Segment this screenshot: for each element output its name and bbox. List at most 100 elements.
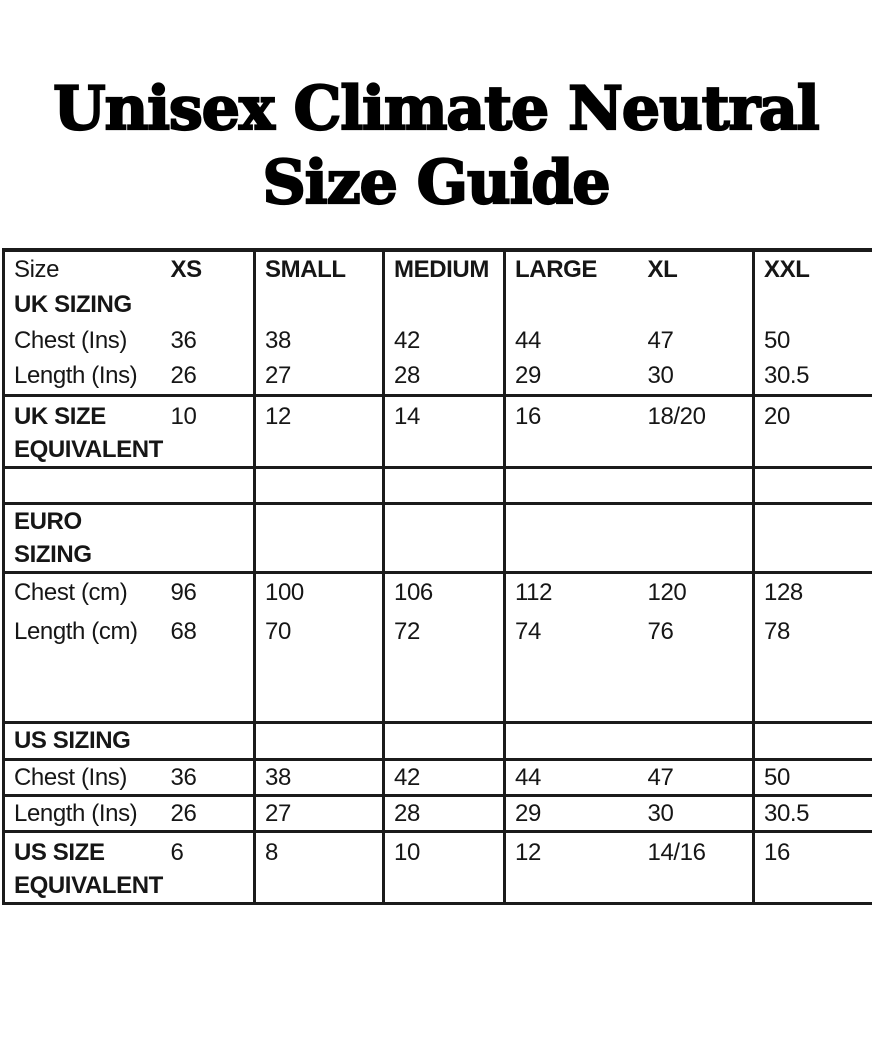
value-cell: 29 [504, 795, 639, 833]
empty-cell [638, 467, 755, 505]
uk-section-label: UK SIZING [14, 290, 132, 318]
value-cell: 27 [254, 358, 385, 397]
us-sizing-row: US SIZING [3, 722, 872, 761]
value-cell: 47 [638, 322, 755, 358]
value-cell: 74 [515, 617, 541, 645]
value-cell: 30.5 [753, 795, 872, 833]
empty-cell [638, 722, 755, 761]
col-header-large: LARGE [515, 255, 598, 283]
empty-cell [504, 650, 639, 724]
value-cell: 27 [254, 795, 385, 833]
value-cell: 6 [161, 831, 256, 903]
value-cell: 29 [504, 358, 639, 397]
value-cell: 30 [638, 795, 755, 833]
us-length-row: Length (Ins) 26 27 28 29 30 30.5 [3, 795, 872, 833]
value-cell: 12 [515, 838, 541, 866]
euro-chest-row: Chest (cm) 96 100 106 112 120 128 [4, 572, 872, 612]
empty-cell [383, 286, 506, 322]
uk-equivalent-label: UK SIZE EQUIVALENT [3, 395, 163, 469]
empty-cell [638, 503, 755, 574]
value-cell: 50 [753, 759, 872, 797]
us-length-label: Length (Ins) [3, 795, 162, 833]
value-cell: 38 [254, 759, 385, 797]
value-cell: 72 [383, 612, 506, 650]
value-cell: 28 [383, 358, 506, 397]
empty-cell [753, 650, 872, 724]
value-cell: 30 [638, 358, 755, 397]
empty-cell [161, 650, 256, 724]
empty-cell [638, 286, 755, 322]
empty-cell [254, 650, 385, 724]
empty-cell [383, 650, 506, 724]
empty-cell [504, 503, 639, 574]
value-cell: 70 [254, 612, 385, 650]
value-cell: 18/20 [638, 395, 755, 469]
empty-cell [383, 503, 506, 574]
euro-sizing-row: EURO SIZING [3, 503, 872, 574]
empty-cell [161, 722, 256, 761]
value-cell: 76 [638, 612, 755, 650]
empty-cell [3, 467, 162, 505]
value-cell: 36 [161, 322, 256, 358]
spacer-row [3, 467, 872, 505]
col-header-xl: XL [638, 250, 755, 286]
empty-cell [754, 286, 872, 322]
uk-chest-row: Chest (Ins) 36 38 42 44 47 50 [4, 322, 872, 358]
value-cell: 38 [254, 322, 385, 358]
uk-equivalent-row: UK SIZE EQUIVALENT 10 12 14 16 18/20 20 [3, 395, 872, 469]
value-cell: 16 [504, 395, 639, 469]
value-cell: 112 [515, 579, 553, 607]
value-cell: 96 [161, 572, 256, 612]
value-cell: 20 [753, 395, 872, 469]
empty-cell [383, 467, 506, 505]
size-header-row: Size XS SMALL MEDIUM LARGE XL XXL [4, 250, 872, 286]
empty-cell [753, 467, 872, 505]
empty-cell [254, 286, 385, 322]
euro-length-label: Length (cm) [14, 617, 138, 645]
empty-cell [638, 650, 755, 724]
title-line-2: Size Guide [261, 147, 611, 219]
euro-section-label: EURO SIZING [3, 503, 162, 574]
value-cell: 42 [383, 759, 506, 797]
us-equivalent-label: US SIZE EQUIVALENT [14, 838, 163, 899]
title-line-1: Unisex Climate Neutral [52, 73, 821, 145]
value-cell: 106 [383, 572, 506, 612]
value-cell: 10 [383, 831, 506, 903]
col-header-xxl: XXL [764, 255, 810, 283]
us-section-label: US SIZING [3, 722, 162, 761]
value-cell: 16 [764, 838, 790, 866]
value-cell: 26 [161, 358, 256, 397]
us-equivalent-row: US SIZE EQUIVALENT 6 8 10 12 14/16 16 [4, 831, 872, 903]
col-header-small: SMALL [254, 250, 385, 286]
empty-cell [505, 286, 639, 322]
value-cell: 44 [504, 759, 639, 797]
empty-cell [254, 503, 385, 574]
empty-cell [3, 650, 162, 724]
empty-cell [161, 286, 256, 322]
value-cell: 36 [161, 759, 256, 797]
empty-cell [161, 467, 256, 505]
uk-sizing-row: UK SIZING [4, 286, 872, 322]
value-cell: 78 [764, 617, 790, 645]
value-cell: 12 [254, 395, 385, 469]
euro-chest-label: Chest (cm) [14, 579, 128, 607]
empty-cell [504, 722, 639, 761]
col-header-size: Size [14, 255, 60, 283]
value-cell: 14 [383, 395, 506, 469]
value-cell: 30.5 [753, 358, 872, 397]
size-guide-table: Size XS SMALL MEDIUM LARGE XL XXL UK SIZ… [2, 248, 872, 905]
uk-chest-label: Chest (Ins) [14, 326, 127, 354]
value-cell: 44 [515, 326, 541, 354]
empty-cell [753, 722, 872, 761]
empty-cell [504, 467, 639, 505]
value-cell: 100 [254, 572, 385, 612]
empty-cell [753, 503, 872, 574]
empty-cell [161, 503, 256, 574]
us-chest-row: Chest (Ins) 36 38 42 44 47 50 [3, 759, 872, 797]
value-cell: 50 [764, 326, 790, 354]
us-chest-label: Chest (Ins) [3, 759, 162, 797]
value-cell: 28 [383, 795, 506, 833]
value-cell: 26 [161, 795, 256, 833]
value-cell: 10 [161, 395, 256, 469]
